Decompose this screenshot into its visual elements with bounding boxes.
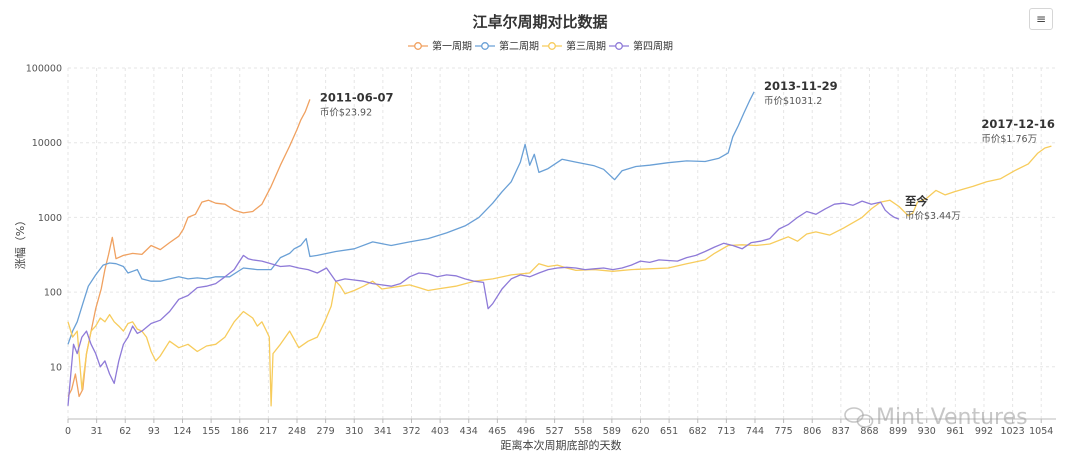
wechat-icon <box>844 407 874 428</box>
legend-marker <box>615 42 623 50</box>
x-tick-label: 155 <box>202 426 220 437</box>
chart-title: 江卓尔周期对比数据 <box>472 13 607 31</box>
y-tick-label: 10 <box>50 362 62 373</box>
legend-item-3[interactable]: 第三周期 <box>542 40 606 53</box>
legend-item-4[interactable]: 第四周期 <box>609 40 673 53</box>
x-tick-label: 744 <box>746 426 764 437</box>
x-tick-label: 124 <box>173 426 191 437</box>
series-lines <box>67 91 1052 407</box>
x-tick-label: 775 <box>775 426 793 437</box>
x-tick-label: 527 <box>546 426 564 437</box>
annotation-date: 至今 <box>905 194 928 208</box>
annotation-price: 币价$1031.2 <box>764 96 822 107</box>
annotations: 2011-06-07币价$23.922013-11-29币价$1031.2201… <box>320 79 1055 222</box>
watermark-text: Mint Ventures <box>876 405 1028 430</box>
legend-marker <box>481 42 489 50</box>
series-line-3 <box>67 145 1052 407</box>
annotation-date: 2017-12-16 <box>981 117 1055 131</box>
axes: 10 100 1000 10000 100000 0 31 62 93 124 155 186 217 2… <box>26 64 1056 437</box>
x-tick-label: 651 <box>660 426 678 437</box>
legend-label: 第三周期 <box>566 40 606 53</box>
x-tick-label: 465 <box>488 426 506 437</box>
x-tick-label: 713 <box>717 426 735 437</box>
x-tick-label: 961 <box>946 426 964 437</box>
series-line-1 <box>67 99 311 398</box>
x-tick-label: 868 <box>860 426 878 437</box>
annotation-price: 币价$3.44万 <box>905 211 961 222</box>
x-tick-label: 248 <box>288 426 306 437</box>
y-tick-label: 10000 <box>32 138 62 149</box>
x-tick-label: 682 <box>689 426 707 437</box>
hamburger-menu-button[interactable]: ≡ <box>1029 8 1053 30</box>
legend[interactable]: 第一周期 第二周期 第三周期 第四周期 <box>408 40 673 53</box>
y-tick-label: 100 <box>44 288 62 299</box>
hamburger-menu-icon: ≡ <box>1035 12 1047 26</box>
annotation-1: 2011-06-07 币价$23.92 <box>320 90 394 118</box>
annotation-3: 2017-12-16 币价$1.76万 <box>981 117 1055 145</box>
x-tick-label: 992 <box>975 426 993 437</box>
x-tick-label: 93 <box>148 426 160 437</box>
x-tick-label: 279 <box>317 426 335 437</box>
annotation-date: 2013-11-29 <box>764 79 838 93</box>
legend-marker <box>548 42 556 50</box>
annotation-2: 2013-11-29 币价$1031.2 <box>764 79 838 107</box>
legend-label: 第二周期 <box>499 40 539 53</box>
legend-item-1[interactable]: 第一周期 <box>408 40 472 53</box>
x-tick-label: 372 <box>402 426 420 437</box>
legend-marker <box>414 42 422 50</box>
watermark: Mint Ventures <box>844 405 1028 430</box>
x-tick-label: 899 <box>889 426 907 437</box>
annotation-price: 币价$23.92 <box>320 107 372 118</box>
x-tick-label: 62 <box>119 426 131 437</box>
x-tick-label: 806 <box>803 426 821 437</box>
x-tick-label: 31 <box>91 426 103 437</box>
annotation-price: 币价$1.76万 <box>981 134 1037 145</box>
y-axis-label: 涨幅（%） <box>14 215 27 269</box>
x-tick-label: 403 <box>431 426 449 437</box>
x-tick-label: 496 <box>517 426 535 437</box>
x-tick-label: 310 <box>345 426 363 437</box>
x-tick-label: 620 <box>631 426 649 437</box>
x-tick-label: 558 <box>574 426 592 437</box>
legend-label: 第四周期 <box>633 40 673 53</box>
annotation-date: 2011-06-07 <box>320 90 394 104</box>
y-tick-label: 1000 <box>38 213 62 224</box>
x-tick-label: 186 <box>231 426 249 437</box>
x-tick-label: 1054 <box>1029 426 1053 437</box>
x-tick-label: 1023 <box>1001 426 1025 437</box>
x-tick-label: 930 <box>918 426 936 437</box>
legend-label: 第一周期 <box>432 40 472 53</box>
legend-item-2[interactable]: 第二周期 <box>475 40 539 53</box>
x-tick-label: 434 <box>460 426 478 437</box>
x-axis-label: 距离本次周期底部的天数 <box>501 438 622 452</box>
x-tick-label: 589 <box>603 426 621 437</box>
series-line-4 <box>67 200 900 406</box>
series-line-2 <box>67 91 755 345</box>
y-tick-label: 100000 <box>26 64 62 75</box>
x-tick-label: 341 <box>374 426 392 437</box>
grid <box>67 67 1056 419</box>
x-tick-label: 217 <box>259 426 277 437</box>
x-tick-label: 0 <box>65 426 71 437</box>
x-tick-label: 837 <box>832 426 850 437</box>
